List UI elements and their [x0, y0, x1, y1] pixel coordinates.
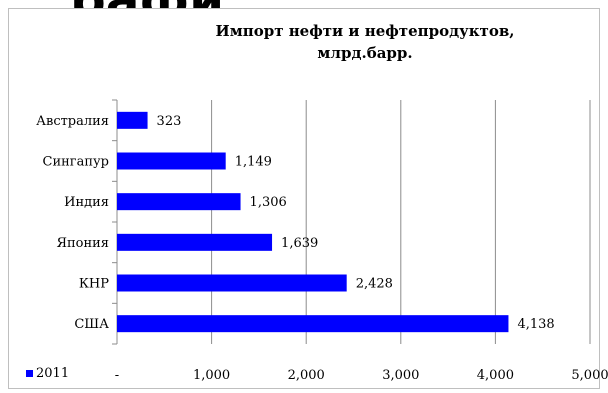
category-label: КНР — [79, 277, 109, 292]
legend-swatch — [26, 370, 33, 377]
category-label: США — [74, 317, 109, 332]
chart-title: Импорт нефти и нефтепродуктов, млрд.барр… — [215, 22, 515, 62]
x-tick-label: 1,000 — [193, 368, 230, 383]
category-label: Индия — [64, 195, 109, 210]
bar — [117, 152, 226, 170]
bar — [117, 274, 347, 292]
legend-label: 2011 — [36, 366, 70, 381]
category-label: Япония — [56, 236, 109, 251]
x-tick-label: 4,000 — [477, 368, 514, 383]
data-label: 1,306 — [250, 195, 287, 210]
bar — [117, 233, 273, 251]
bar — [117, 315, 509, 333]
bar — [117, 111, 148, 129]
category-label: Австралия — [36, 114, 109, 129]
data-label: 1,639 — [281, 236, 318, 251]
legend: 2011 — [26, 366, 69, 381]
x-tick-label: 2,000 — [288, 368, 325, 383]
category-label: Сингапур — [43, 155, 109, 170]
x-tick-label: 5,000 — [571, 368, 608, 383]
x-tick-label: - — [115, 368, 119, 383]
data-label: 4,138 — [517, 317, 554, 332]
data-label: 2,428 — [356, 277, 393, 292]
data-label: 323 — [157, 114, 182, 129]
data-label: 1,149 — [235, 155, 272, 170]
bar — [117, 193, 241, 211]
x-tick-label: 3,000 — [382, 368, 419, 383]
